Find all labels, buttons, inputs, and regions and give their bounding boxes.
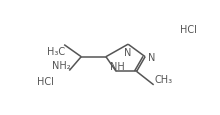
Text: H₃C: H₃C (47, 46, 65, 56)
Text: NH₂: NH₂ (51, 60, 70, 70)
Text: HCl: HCl (37, 76, 54, 86)
Text: HCl: HCl (180, 24, 197, 34)
Text: N: N (148, 52, 156, 62)
Text: CH₃: CH₃ (154, 74, 173, 84)
Text: N: N (124, 47, 132, 57)
Text: NH: NH (110, 61, 124, 71)
